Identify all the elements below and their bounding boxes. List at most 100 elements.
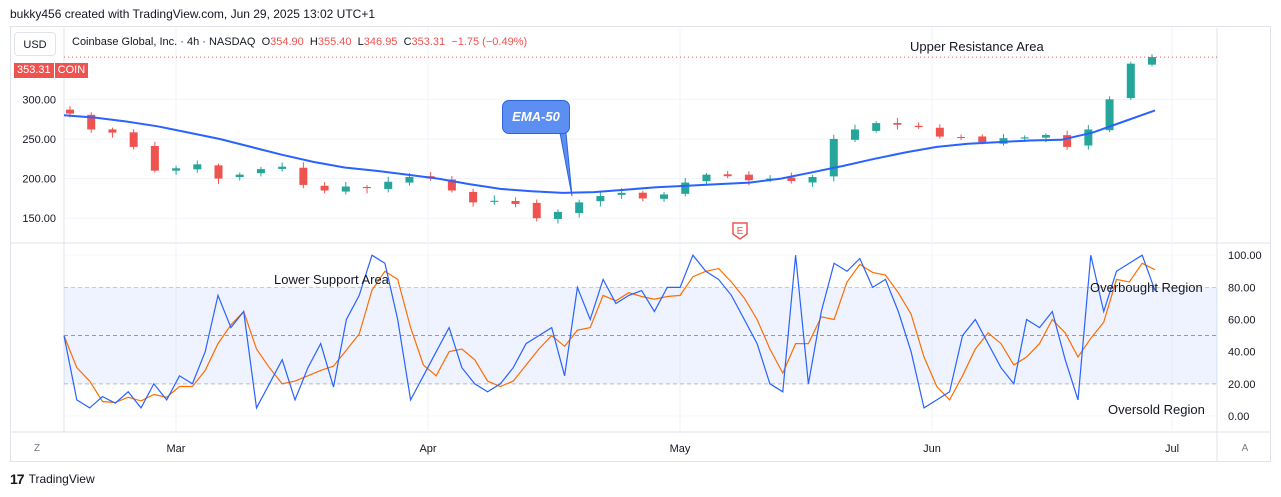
- candle-body: [384, 181, 393, 189]
- candle: [575, 199, 584, 218]
- candle-body: [66, 109, 74, 114]
- candle: [447, 176, 456, 193]
- candle-body: [320, 185, 329, 191]
- candle-body: [808, 177, 817, 183]
- stochastic-d-line: [63, 262, 1156, 404]
- symbol-exchange: NASDAQ: [208, 36, 256, 48]
- candle: [193, 160, 202, 173]
- candle: [108, 127, 117, 138]
- candle: [256, 166, 265, 177]
- currency-selector[interactable]: USD: [14, 32, 56, 56]
- y-tick-label: 150.00: [22, 213, 56, 225]
- candle: [469, 188, 478, 207]
- candle: [723, 171, 732, 179]
- x-tick-label: Apr: [419, 443, 436, 455]
- candle: [1148, 54, 1156, 67]
- y-tick-label: 200.00: [22, 174, 56, 186]
- symbol-name: Coinbase Global, Inc.: [72, 36, 178, 48]
- candle-body: [363, 186, 372, 189]
- earnings-label: E: [737, 226, 744, 237]
- candle-body: [935, 127, 944, 137]
- lower-support-label: Lower Support Area: [274, 272, 389, 287]
- overbought-label: Overbought Region: [1090, 280, 1203, 295]
- osc-tick-label: 40.00: [1228, 347, 1256, 359]
- candle-body: [596, 196, 605, 202]
- ema-callout-pointer: [559, 132, 573, 197]
- candle: [320, 182, 329, 194]
- candle: [1063, 130, 1072, 150]
- candle: [235, 172, 244, 181]
- candle: [660, 192, 669, 203]
- candle-body: [278, 166, 287, 169]
- candle-body: [108, 129, 117, 133]
- candle: [278, 162, 287, 172]
- candle-body: [1148, 57, 1156, 65]
- osc-tick-label: 0.00: [1228, 411, 1249, 423]
- last-price-value: 353.31: [14, 63, 54, 78]
- candle: [299, 162, 308, 189]
- earnings-icon[interactable]: E: [731, 222, 749, 240]
- candle-body: [872, 123, 881, 131]
- candle: [150, 141, 159, 173]
- candle-body: [1126, 63, 1135, 99]
- candle-body: [1084, 129, 1093, 146]
- open-value: 354.90: [270, 36, 304, 48]
- candle-body: [744, 174, 753, 181]
- low-label: L: [357, 36, 364, 48]
- candle-body: [490, 200, 499, 202]
- candle-body: [617, 192, 626, 195]
- candle: [384, 176, 393, 193]
- last-price-ticker: COIN: [54, 63, 89, 78]
- high-value: 355.40: [317, 36, 352, 48]
- candle: [490, 195, 499, 205]
- open-label: O: [261, 36, 271, 48]
- candle-body: [532, 202, 541, 219]
- y-tick-label: 250.00: [22, 134, 56, 146]
- symbol-legend: Coinbase Global, Inc. · 4h · NASDAQ O354…: [72, 36, 528, 48]
- candle-body: [787, 177, 796, 181]
- candle-body: [723, 174, 732, 177]
- candle: [681, 178, 690, 197]
- candle-body: [129, 132, 138, 147]
- candle: [596, 190, 605, 207]
- x-tick-label: May: [670, 443, 691, 455]
- tradingview-logo[interactable]: 17 TradingView: [10, 471, 95, 487]
- candle-body: [829, 138, 838, 177]
- zoom-button[interactable]: Z: [33, 443, 41, 454]
- x-tick-label: Jul: [1165, 443, 1179, 455]
- candle-body: [405, 177, 414, 183]
- last-price-tag: 353.31 COIN: [14, 63, 89, 78]
- candle-body: [1020, 137, 1029, 139]
- candle: [553, 209, 562, 224]
- candle: [914, 122, 923, 129]
- candle: [341, 181, 350, 195]
- tradingview-logo-icon: 17: [10, 471, 25, 487]
- candle: [214, 163, 223, 184]
- change-value: −1.75 (−0.49%): [451, 36, 528, 48]
- candle: [893, 118, 902, 130]
- candle: [787, 172, 796, 184]
- ema-callout: EMA-50: [502, 100, 570, 134]
- candle-body: [511, 200, 520, 204]
- candle-body: [172, 168, 181, 171]
- candle-body: [214, 165, 223, 179]
- candle-body: [299, 167, 308, 185]
- candle-body: [850, 129, 859, 140]
- osc-tick-label: 60.00: [1228, 315, 1256, 327]
- high-label: H: [309, 36, 318, 48]
- candle-body: [1063, 135, 1072, 147]
- osc-tick-label: 80.00: [1228, 282, 1256, 294]
- candle-body: [893, 122, 902, 125]
- osc-tick-label: 20.00: [1228, 379, 1256, 391]
- x-tick-label: Mar: [167, 443, 186, 455]
- candle: [808, 174, 817, 187]
- x-tick-label: Jun: [923, 443, 941, 455]
- y-tick-label: 300.00: [22, 94, 56, 106]
- candle: [172, 165, 181, 175]
- osc-tick-label: 100.00: [1228, 250, 1262, 262]
- candle: [129, 129, 138, 150]
- auto-scale-button[interactable]: A: [1241, 443, 1249, 454]
- stochastic-k-line: [63, 254, 1156, 410]
- candle: [1084, 125, 1093, 150]
